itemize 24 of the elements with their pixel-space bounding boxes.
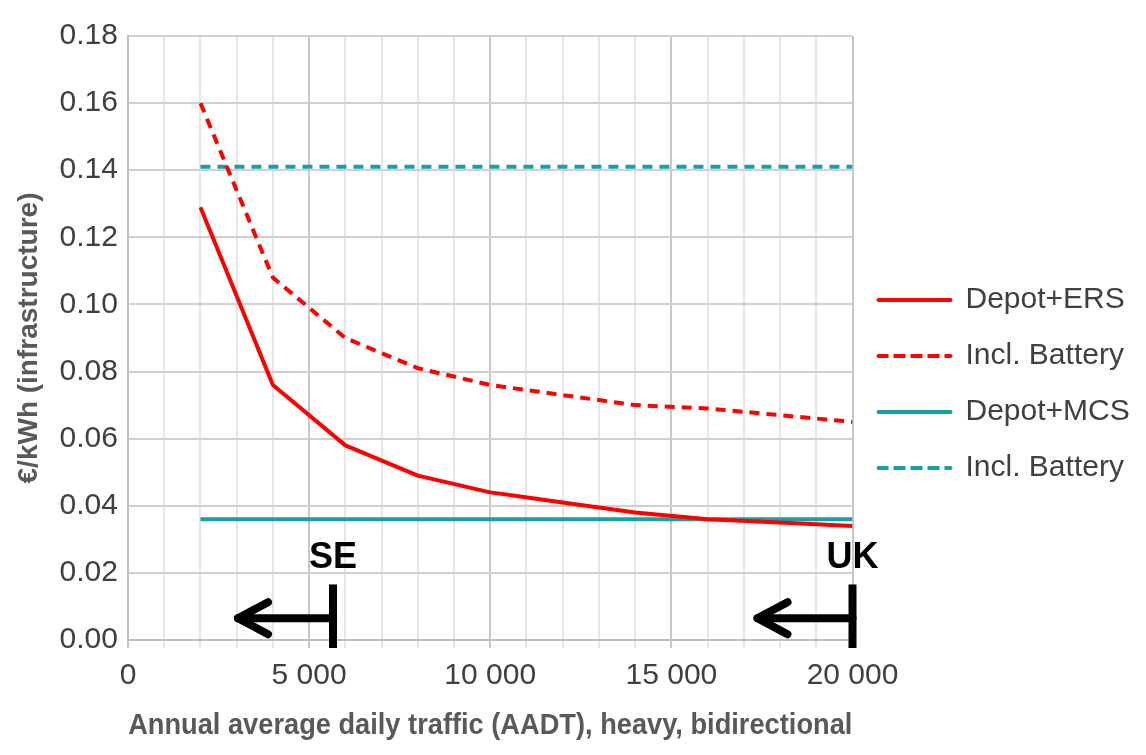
legend-label: Depot+ERS xyxy=(965,281,1125,315)
y-tick-label: 0.16 xyxy=(59,84,118,118)
y-tick-label: 0.00 xyxy=(59,621,118,655)
y-tick-label: 0.08 xyxy=(59,352,118,386)
y-tick-label: 0.18 xyxy=(59,17,118,51)
annotation: UK xyxy=(826,535,879,577)
annotation: SE xyxy=(309,535,358,577)
y-tick-label: 0.10 xyxy=(59,285,118,319)
y-tick-label: 0.14 xyxy=(59,151,118,185)
y-tick-label: 0.12 xyxy=(59,218,118,252)
x-axis-title: Annual average daily traffic (AADT), heavy, bidirectional xyxy=(128,707,853,741)
line-series xyxy=(198,101,853,424)
y-axis-title: €/kWh (infrastructure) xyxy=(11,192,43,484)
x-tick-label: 15 000 xyxy=(625,657,718,691)
y-tick-label: 0.04 xyxy=(59,487,118,521)
x-tick-label: 20 000 xyxy=(806,657,899,691)
y-tick-label: 0.02 xyxy=(59,554,118,588)
x-tick-label: 5 000 xyxy=(271,657,347,691)
legend-label: Incl. Battery xyxy=(965,337,1124,371)
legend-label: Depot+MCS xyxy=(965,393,1130,427)
legend-label: Incl. Battery xyxy=(965,449,1124,483)
x-tick-label: 0 xyxy=(119,657,137,691)
x-tick-label: 10 000 xyxy=(444,657,537,691)
y-tick-label: 0.06 xyxy=(59,419,118,453)
